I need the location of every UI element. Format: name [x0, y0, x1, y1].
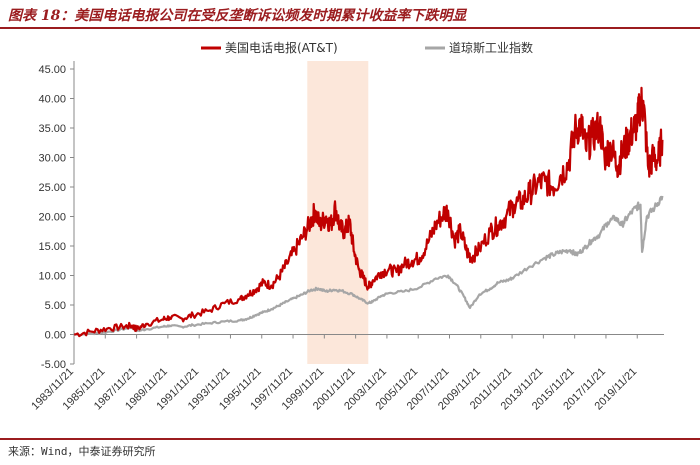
y-tick-label: 10.00 — [38, 271, 66, 283]
y-tick-label: 40.00 — [38, 94, 66, 106]
series-line-att — [74, 86, 664, 338]
line-chart: 45.00 40.00 35.00 30.00 25.00 20.00 15.00 10.00… — [29, 40, 664, 412]
header-rule — [0, 27, 700, 29]
y-tick-label: 20.00 — [38, 212, 66, 224]
legend-label-dow-jones: 道琼斯工业指数 — [449, 40, 533, 55]
figure-header: 图表 18：美国电话电报公司在受反垄断诉讼频发时期累计收益率下跌明显 — [0, 0, 700, 28]
y-tick-label: 35.00 — [38, 123, 66, 135]
y-tick-label: 25.00 — [38, 182, 66, 194]
footer-rule — [0, 438, 700, 440]
y-tick-label: 45.00 — [38, 64, 66, 76]
y-tick-label: 30.00 — [38, 153, 66, 165]
legend-label-att: 美国电话电报(AT&T) — [225, 40, 338, 55]
y-tick-label: 15.00 — [38, 241, 66, 253]
source-note: 来源：Wind，中泰证券研究所 — [8, 445, 156, 458]
y-tick-label: -5.00 — [41, 359, 66, 371]
y-tick-label: 0.00 — [45, 330, 66, 342]
series-line-dow-jones — [74, 195, 664, 337]
y-tick-label: 5.00 — [45, 300, 66, 312]
figure-title: 图表 18：美国电话电报公司在受反垄断诉讼频发时期累计收益率下跌明显 — [8, 8, 467, 24]
